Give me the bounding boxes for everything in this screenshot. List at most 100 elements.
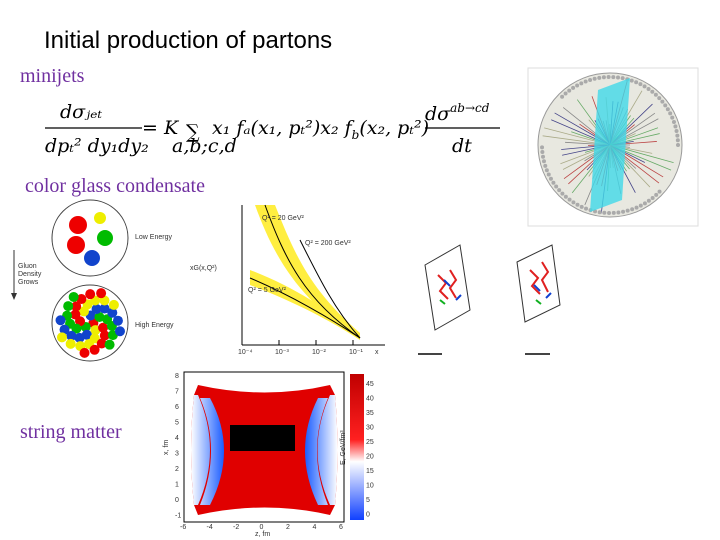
region [230,425,295,451]
gluon [94,311,105,322]
hit [657,96,662,101]
gluon [99,330,110,341]
hit [650,195,655,200]
hit [646,198,651,203]
gluon [71,301,82,312]
y-tick-label: 6 [175,404,179,411]
hit [642,201,647,206]
y-tick-label: 2 [175,466,179,473]
hit [567,88,572,93]
section-label: minijets [20,65,85,87]
hit [663,103,668,108]
formula-part: x₁ fₐ(x₁, pₜ²)x₂ f [212,117,355,139]
x-tick-label: -4 [207,524,213,531]
string [439,299,542,305]
formula-part: b [352,128,360,142]
curve-label: Q² = 200 GeV² [305,240,351,247]
label: Density [18,271,42,278]
hit [544,168,549,173]
hit [579,204,584,209]
string-panels [418,244,561,355]
gluon [114,326,125,337]
hit [675,138,680,143]
hit [629,78,634,83]
hit [638,203,643,208]
z-tick-label: 25 [366,439,374,446]
hit [653,92,658,97]
label: High Energy [135,322,174,329]
formula-part: = K [142,117,180,139]
panel [516,244,561,323]
hit [657,189,662,194]
hit [674,128,679,133]
x-tick-label: -2 [233,524,239,531]
curve-label: Q² = 20 GeV² [262,215,304,222]
gluon [66,330,77,341]
hit [668,111,673,116]
gluon [104,339,115,350]
hit [616,210,621,215]
gluon [56,332,67,343]
string [437,261,550,300]
gluon [99,303,110,314]
hit [557,188,562,193]
y-tick-label: 4 [175,435,179,442]
y-tick-label: 1 [175,482,179,489]
label: Grows [18,279,39,286]
gluon [59,324,70,335]
z-tick-label: 45 [366,381,374,388]
hit [676,143,680,147]
hit [560,94,565,99]
x-tick-label: -6 [180,524,186,531]
gluon-plot: xG(x,Q²) Q² = 20 GeV² Q² = 200 GeV² Q² =… [190,204,385,356]
curve [299,239,361,339]
hit [660,99,665,104]
hit [543,163,548,168]
hit [584,206,589,211]
formula-part: ∑ [186,121,200,143]
y-tick-label: 0 [175,497,179,504]
hit [579,81,584,86]
z-tick-label: 30 [366,425,374,432]
band [255,205,360,340]
y-tick-label: 7 [175,389,179,396]
hit [670,115,675,120]
gluon [85,289,96,300]
y-tick-label: 8 [175,373,179,380]
gluon [89,344,100,355]
hit [540,145,545,150]
gluon [79,347,90,358]
y-label: xG(x,Q²) [190,265,217,272]
x-tick-label: 2 [286,524,290,531]
hit [540,150,545,155]
gluon [63,301,74,312]
hit [611,75,616,80]
curve [264,204,361,339]
curve [249,277,361,339]
hit [601,75,606,80]
gluon [96,288,107,299]
z-label: E, GeV/fm³ [340,430,347,465]
z-tick-label: 5 [366,497,370,504]
hit [611,210,616,215]
hit [620,76,625,81]
z-tick-label: 20 [366,454,374,461]
hit [563,194,568,199]
gluon [96,338,107,349]
gluon [65,338,76,349]
hit [654,192,659,197]
gluon [74,332,85,343]
y-label: x, fm [163,440,170,455]
hit [592,76,597,81]
gluon [84,250,100,266]
hit [597,210,602,215]
hit [634,80,639,85]
gluon [108,299,119,310]
gluon [107,307,118,318]
x-label: x [375,349,379,356]
hit [541,154,546,159]
z-tick-label: 40 [366,396,374,403]
label: Low Energy [135,234,172,241]
gluon [67,236,85,254]
